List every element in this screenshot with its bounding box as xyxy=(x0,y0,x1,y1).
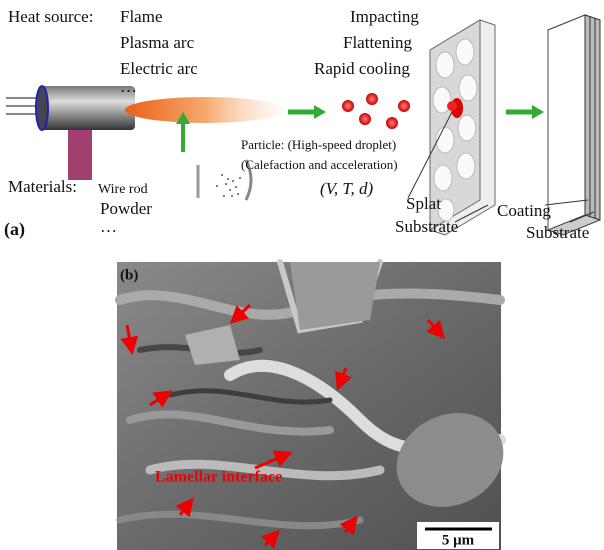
annotation: Lamellar interface xyxy=(155,469,282,486)
heat-source-item: Flame xyxy=(120,7,163,26)
sem-image: (b) Lamellar interface 5 μm xyxy=(117,262,519,550)
panel-label: (a) xyxy=(4,219,25,240)
splat-label: Substrate xyxy=(395,217,458,236)
materials-item: Wire rod xyxy=(98,182,148,197)
droplets xyxy=(342,93,410,129)
process-step: Flattening xyxy=(343,33,412,52)
heat-source-item: Plasma arc xyxy=(120,33,195,52)
process-step: Rapid cooling xyxy=(314,59,410,78)
particle-text: (Calefaction and acceleration) xyxy=(241,157,398,172)
scale-bar-label: 5 μm xyxy=(442,532,475,548)
heat-source-item: … xyxy=(120,77,137,96)
panel-label: (b) xyxy=(120,267,138,283)
particle-text: Particle: (High-speed droplet) xyxy=(241,137,396,152)
process-step: Impacting xyxy=(350,7,419,26)
coating-label: Substrate xyxy=(526,223,589,242)
heat-source-item: Electric arc xyxy=(120,59,198,78)
materials-item: … xyxy=(100,217,117,236)
splat-label: Splat xyxy=(406,194,441,213)
particle-text: (V, T, d) xyxy=(320,179,374,198)
materials-title: Materials: xyxy=(8,177,77,196)
heat-source-title: Heat source: xyxy=(8,7,93,26)
coating-plate xyxy=(545,15,600,235)
materials-item: Powder xyxy=(100,199,152,218)
flame xyxy=(125,97,285,123)
coating-label: Coating xyxy=(497,201,551,220)
figure: Heat source: Flame Plasma arc Electric a… xyxy=(0,0,604,550)
spray-gun xyxy=(6,86,135,180)
